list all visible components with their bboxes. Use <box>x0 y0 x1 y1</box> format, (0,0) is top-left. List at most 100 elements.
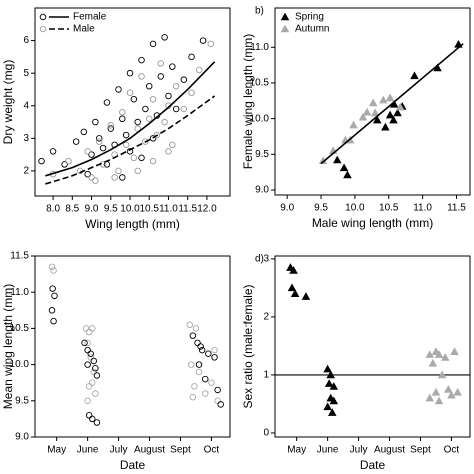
point <box>88 151 95 158</box>
point <box>89 379 96 386</box>
x-tick-label: Sept <box>410 445 431 456</box>
point <box>84 397 91 405</box>
y-tick-label: 6 <box>23 35 29 46</box>
point <box>385 93 395 102</box>
point <box>119 115 126 123</box>
point <box>107 125 115 132</box>
y-tick-label: 0 <box>263 428 269 439</box>
point <box>450 347 459 356</box>
point <box>358 112 368 121</box>
x-axis-label: Date <box>120 458 146 472</box>
point <box>393 108 402 117</box>
point <box>122 141 130 149</box>
point <box>323 402 332 411</box>
point <box>195 66 203 74</box>
point <box>130 95 138 103</box>
point <box>188 89 195 96</box>
point <box>88 174 95 181</box>
point <box>99 144 107 152</box>
x-tick-label: 11.5 <box>178 204 197 215</box>
point <box>134 125 141 132</box>
y-tick-label: 5 <box>23 68 29 79</box>
point <box>93 419 101 426</box>
y-axis-label: Dry weight (mg) <box>1 60 15 145</box>
point <box>145 115 153 123</box>
point <box>126 89 134 96</box>
point <box>85 328 93 336</box>
point <box>65 157 72 165</box>
point <box>126 148 134 155</box>
point <box>126 69 134 77</box>
plot-frame <box>274 7 471 196</box>
x-axis-label: Wing length (mm) <box>85 217 180 231</box>
point <box>289 266 298 274</box>
point <box>134 167 141 175</box>
y-tick-label: 10.5 <box>250 78 270 89</box>
legend-label: Female <box>73 12 107 23</box>
point <box>395 102 405 111</box>
point <box>165 92 172 100</box>
point <box>87 350 94 357</box>
point <box>368 98 378 107</box>
x-tick-label: Oct <box>204 445 220 456</box>
x-tick-label: 8.0 <box>46 204 60 215</box>
point <box>194 339 201 347</box>
point <box>72 138 80 145</box>
point <box>343 170 352 179</box>
point <box>372 115 382 124</box>
x-tick-label: May <box>287 445 306 456</box>
point <box>327 408 337 416</box>
y-tick-label: 11.0 <box>250 42 269 53</box>
point <box>410 71 419 80</box>
point <box>80 128 88 136</box>
point <box>149 157 157 165</box>
point <box>161 34 168 41</box>
point <box>205 350 212 357</box>
x-tick-label: July <box>350 445 368 456</box>
point <box>84 346 91 354</box>
point <box>142 138 149 145</box>
point <box>381 122 390 131</box>
legend-marker <box>39 13 47 21</box>
point <box>85 412 93 419</box>
y-tick-label: 2 <box>23 166 29 177</box>
point <box>138 56 145 64</box>
point <box>195 368 203 376</box>
point <box>111 174 118 181</box>
x-tick-label: 9.0 <box>85 204 99 215</box>
y-tick-label: 10.5 <box>10 323 30 334</box>
point <box>115 167 122 175</box>
point <box>425 350 435 358</box>
point <box>130 154 138 162</box>
point <box>217 401 224 408</box>
point <box>81 339 88 347</box>
legend-label: Spring <box>295 12 324 23</box>
y-tick-label: 10.0 <box>250 113 270 124</box>
plot-frame <box>34 255 231 438</box>
y-tick-label: 10.0 <box>10 359 30 370</box>
point <box>145 82 153 90</box>
point <box>208 379 215 386</box>
point <box>84 339 91 347</box>
x-tick-label: 11.0 <box>159 204 178 215</box>
point <box>440 353 450 361</box>
point <box>84 361 91 368</box>
point <box>428 358 438 367</box>
point <box>90 368 98 376</box>
x-tick-label: 11.0 <box>413 203 432 214</box>
point <box>444 385 453 393</box>
point <box>207 40 215 48</box>
point <box>50 267 57 274</box>
point <box>201 375 209 383</box>
point <box>85 383 93 390</box>
point <box>329 396 339 405</box>
point <box>324 379 334 387</box>
point <box>301 292 311 300</box>
point <box>90 357 98 365</box>
point <box>189 332 197 339</box>
y-tick-label: 9.0 <box>255 185 269 196</box>
point <box>122 131 130 139</box>
fit-line <box>320 43 464 165</box>
x-tick-label: June <box>77 445 99 456</box>
point <box>172 105 180 113</box>
